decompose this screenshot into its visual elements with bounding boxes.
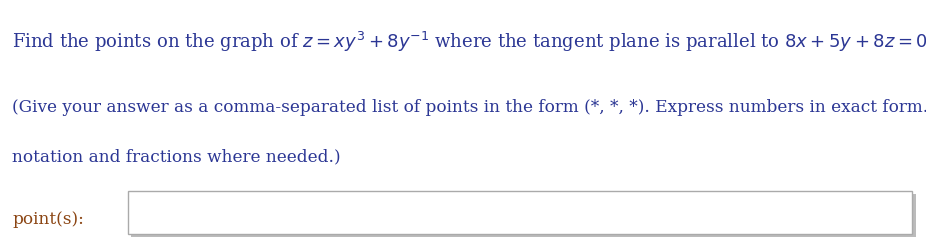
- Text: point(s):: point(s):: [12, 211, 84, 228]
- FancyBboxPatch shape: [131, 194, 916, 237]
- Text: notation and fractions where needed.): notation and fractions where needed.): [12, 149, 341, 166]
- Text: (Give your answer as a comma-separated list of points in the form (*, *, *). Exp: (Give your answer as a comma-separated l…: [12, 99, 926, 116]
- Text: Find the points on the graph of $z = xy^3 + 8y^{-1}$ where the tangent plane is : Find the points on the graph of $z = xy^…: [12, 30, 926, 54]
- FancyBboxPatch shape: [128, 191, 912, 234]
